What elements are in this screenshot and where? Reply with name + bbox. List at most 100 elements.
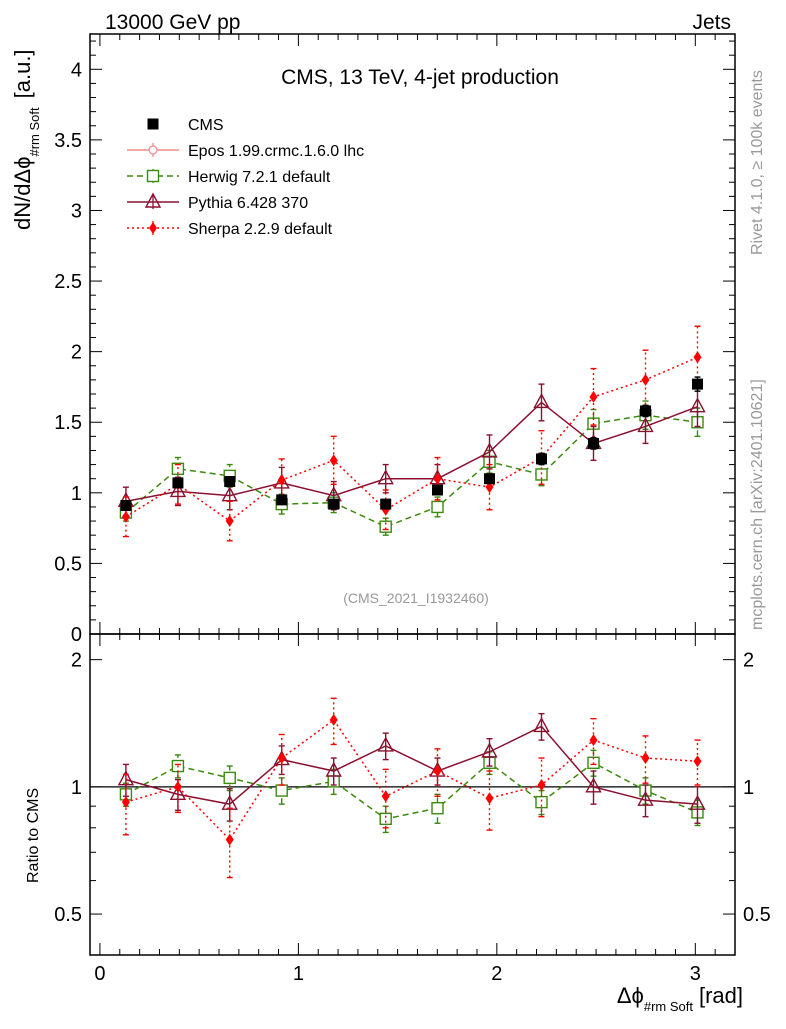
main-series-layer [117, 325, 706, 542]
x-tick-label: 2 [491, 963, 502, 985]
cms-data-point [484, 473, 496, 485]
sherpa-ratio-point [433, 765, 442, 778]
cms-data-point [587, 437, 599, 449]
rivet-version-label: Rivet 4.1.0, ≥ 100k events [749, 70, 766, 255]
y-tick-label: 1 [71, 483, 82, 505]
herwig-series-point [379, 520, 392, 533]
x-tick-label: 3 [690, 963, 701, 985]
herwig-ratio-point [431, 802, 444, 815]
cms-data-point [328, 498, 340, 510]
sherpa-ratio-point [173, 780, 182, 793]
main-plot-frame [89, 33, 736, 635]
legend: CMS Epos 1.99.crmc.1.6.0 lhc Herwig 7.2.1 … [127, 117, 364, 238]
pythia-ratio-point [533, 716, 550, 733]
legend-label-data: CMS [188, 117, 224, 134]
sherpa-ratio-point [693, 755, 702, 768]
sherpa-series-point [121, 510, 130, 523]
sherpa-ratio-point [381, 790, 390, 803]
ratio-series-layer [117, 697, 706, 879]
y-tick-label: 0 [71, 624, 82, 646]
legend-label-herwig: Herwig 7.2.1 default [188, 169, 331, 186]
pythia-series-point [169, 481, 187, 498]
cms-data-point [639, 405, 651, 417]
pythia-ratio-point [325, 761, 342, 777]
pythia-ratio-point [377, 736, 394, 752]
herwig-ratio-line [125, 761, 698, 820]
pythia-ratio-line [125, 725, 698, 805]
sherpa-series-point [641, 373, 650, 386]
ratio-y-tick-label: 2 [71, 650, 82, 672]
sherpa-ratio-point [537, 779, 546, 792]
y-tick-label: 2.5 [54, 271, 82, 293]
ratio-y-tick-label-right: 0.5 [743, 904, 771, 926]
sherpa-ratio-point [121, 796, 130, 809]
y-axis-label-unit: [a.u.] [10, 49, 35, 98]
ratio-y-tick-label-right: 1 [743, 777, 754, 799]
y-tick-label: 2 [71, 342, 82, 364]
x-tick-label: 1 [293, 963, 304, 985]
cms-data-point [172, 477, 184, 489]
ratio-y-axis-label: Ratio to CMS [25, 788, 42, 883]
sherpa-ratio-point [329, 713, 338, 726]
legend-label-epos: Epos 1.99.crmc.1.6.0 lhc [188, 143, 364, 160]
legend-marker-herwig [146, 169, 160, 183]
chart-title: CMS, 13 TeV, 4-jet production [281, 66, 559, 89]
sherpa-ratio-point [641, 752, 650, 765]
legend-label-pythia: Pythia 6.428 370 [188, 195, 308, 212]
pythia-ratio-point [169, 784, 187, 801]
y-tick-label: 3 [71, 200, 82, 222]
sherpa-series-point [589, 390, 598, 403]
pythia-ratio-point [637, 790, 654, 806]
pythia-ratio-point [221, 794, 238, 810]
pythia-ratio-point [481, 742, 498, 758]
x-axis-label-sub: #rm Soft [644, 999, 694, 1014]
sherpa-series-line [125, 356, 698, 522]
cms-data-point [432, 484, 444, 496]
herwig-ratio-point [275, 784, 288, 797]
sherpa-ratio-point [277, 752, 286, 765]
sherpa-series-point [329, 454, 338, 467]
pythia-ratio-point [689, 794, 706, 810]
sherpa-series-point [277, 474, 286, 487]
y-axis-label-sub: #rm Soft [27, 107, 42, 157]
sherpa-series-point [693, 351, 702, 364]
sherpa-ratio-point [485, 792, 494, 805]
y-tick-label: 0.5 [54, 553, 82, 575]
cms-data-point [224, 476, 236, 488]
legend-label-sherpa: Sherpa 2.2.9 default [188, 221, 333, 238]
pythia-series-point [481, 442, 498, 458]
herwig-series-line [125, 414, 698, 528]
pythia-series-line [125, 401, 698, 503]
sherpa-series-point [433, 472, 442, 485]
sherpa-series-point [225, 515, 234, 528]
pythia-series-point [689, 397, 706, 413]
x-axis-label: Δϕ#rm Soft [rad] [617, 983, 743, 1014]
pythia-series-point [637, 416, 654, 433]
sherpa-ratio-point [589, 734, 598, 747]
mcplots-source-label: mcplots.cern.ch [arXiv:2401.10621] [749, 379, 766, 630]
sherpa-ratio-point [225, 833, 234, 846]
x-tick-label: 0 [94, 963, 105, 985]
pythia-series-point [273, 473, 290, 489]
cms-data-point [691, 378, 703, 390]
y-axis-label: dN/dΔϕ#rm Soft [a.u.] [10, 49, 42, 230]
header-collision-label: 13000 GeV pp [105, 11, 240, 34]
cms-data-point [380, 498, 392, 510]
cms-data-point [276, 494, 288, 506]
analysis-id-label: (CMS_2021_I1932460) [343, 590, 489, 606]
legend-marker-data [147, 118, 159, 130]
pythia-series-point [377, 469, 394, 485]
ratio-y-tick-label-right: 2 [743, 650, 754, 672]
x-axis-label-main: Δϕ [617, 983, 644, 1008]
y-tick-label: 1.5 [54, 412, 82, 434]
y-tick-label: 3.5 [54, 130, 82, 152]
y-tick-label: 4 [71, 59, 82, 81]
ratio-y-tick-label: 0.5 [54, 904, 82, 926]
header-process-label: Jets [692, 11, 731, 34]
cms-data-point [536, 453, 547, 465]
cms-data-point [120, 500, 132, 512]
ratio-y-tick-label: 1 [71, 777, 82, 799]
legend-marker-pythia [144, 192, 162, 208]
